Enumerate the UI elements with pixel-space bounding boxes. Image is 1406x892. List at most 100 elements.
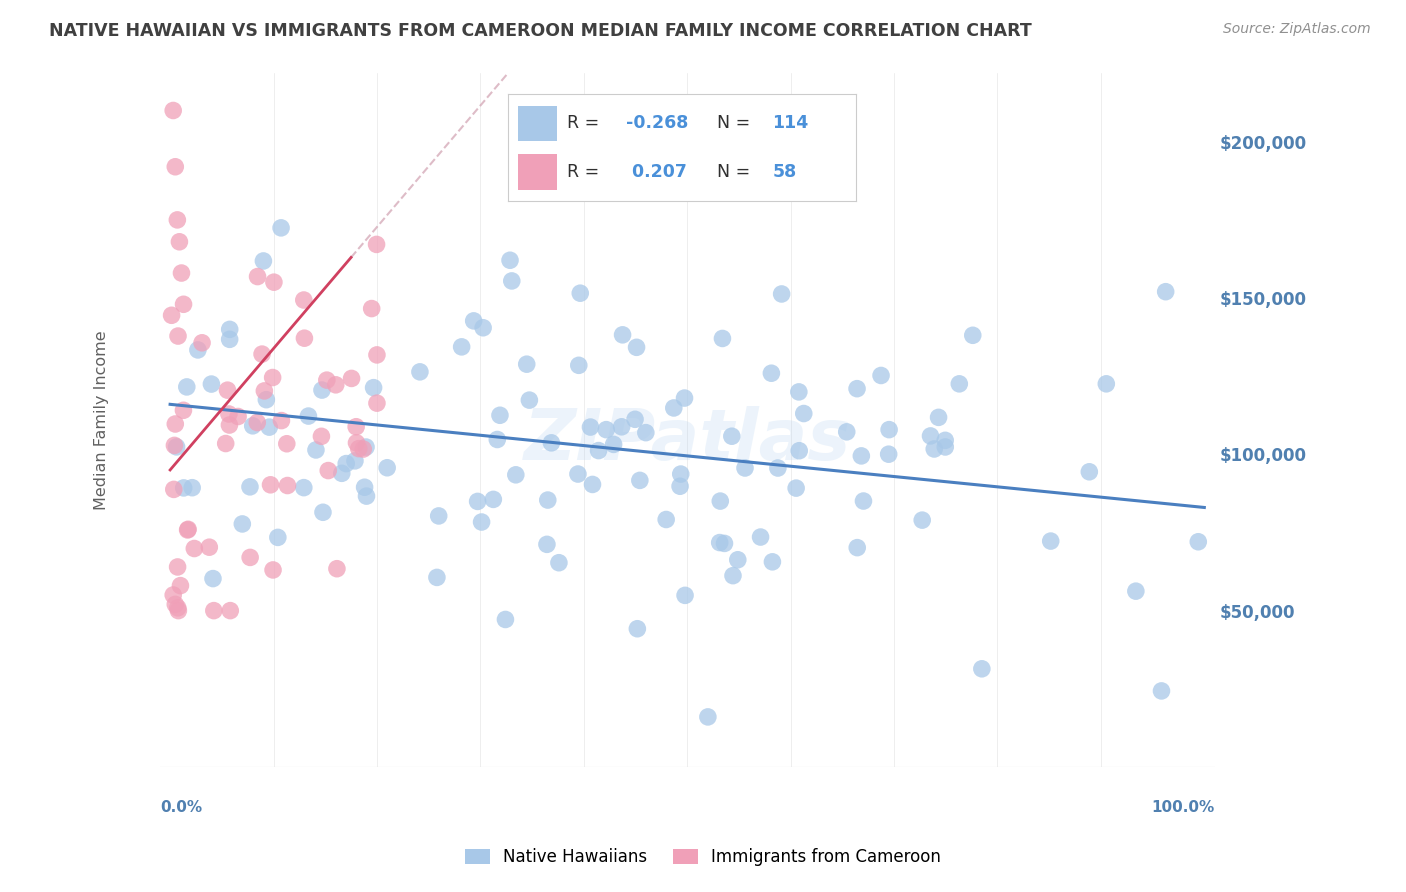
Point: [183, 541, 205, 556]
Point: [727, 553, 749, 567]
Point: [709, 494, 731, 508]
Point: [201, 572, 224, 586]
Point: [928, 410, 950, 425]
Point: [356, 489, 378, 503]
Point: [166, 600, 188, 615]
Point: [344, 419, 367, 434]
Point: [877, 447, 900, 461]
Point: [354, 440, 377, 454]
Point: [626, 340, 648, 354]
Point: [172, 403, 194, 417]
Point: [170, 266, 193, 280]
Point: [217, 383, 239, 397]
Point: [239, 550, 262, 565]
Point: [409, 365, 432, 379]
Point: [262, 563, 284, 577]
Text: ZIPatlas: ZIPatlas: [523, 406, 851, 475]
Point: [366, 237, 388, 252]
Point: [169, 579, 191, 593]
Point: [165, 598, 187, 612]
Point: [852, 494, 875, 508]
Point: [267, 530, 290, 544]
Point: [1078, 465, 1101, 479]
Point: [761, 366, 783, 380]
Point: [343, 454, 366, 468]
Point: [292, 481, 315, 495]
Point: [870, 368, 893, 383]
Point: [962, 328, 984, 343]
Point: [254, 392, 277, 407]
Point: [548, 556, 571, 570]
Point: [218, 407, 240, 421]
Point: [581, 477, 603, 491]
Point: [486, 433, 509, 447]
Point: [499, 253, 522, 268]
Point: [239, 480, 262, 494]
Point: [259, 420, 281, 434]
Point: [165, 160, 187, 174]
Point: [177, 522, 200, 536]
Point: [472, 320, 495, 334]
Point: [259, 478, 281, 492]
Point: [292, 293, 315, 307]
Point: [761, 555, 783, 569]
Point: [187, 343, 209, 357]
Point: [176, 523, 198, 537]
Text: Source: ZipAtlas.com: Source: ZipAtlas.com: [1223, 22, 1371, 37]
Point: [934, 440, 956, 454]
Point: [835, 425, 858, 439]
Point: [347, 442, 370, 456]
Point: [181, 481, 204, 495]
Point: [173, 481, 195, 495]
Point: [366, 396, 388, 410]
Point: [167, 329, 190, 343]
Point: [696, 710, 718, 724]
Point: [934, 434, 956, 448]
Point: [709, 535, 731, 549]
Point: [173, 297, 195, 311]
Point: [450, 340, 472, 354]
Point: [948, 376, 970, 391]
Point: [793, 407, 815, 421]
Point: [253, 384, 276, 398]
Point: [911, 513, 934, 527]
Text: Median Family Income: Median Family Income: [94, 330, 110, 509]
Point: [270, 414, 292, 428]
Point: [353, 480, 375, 494]
Point: [734, 461, 756, 475]
Point: [516, 357, 538, 371]
Point: [846, 382, 869, 396]
Point: [363, 381, 385, 395]
Point: [1125, 584, 1147, 599]
Point: [501, 274, 523, 288]
Point: [785, 481, 807, 495]
Point: [315, 373, 337, 387]
Point: [536, 537, 558, 551]
Point: [494, 612, 516, 626]
Point: [626, 622, 648, 636]
Point: [1150, 684, 1173, 698]
Text: NATIVE HAWAIIAN VS IMMIGRANTS FROM CAMEROON MEDIAN FAMILY INCOME CORRELATION CHA: NATIVE HAWAIIAN VS IMMIGRANTS FROM CAMER…: [49, 22, 1032, 40]
Point: [721, 568, 744, 582]
Point: [787, 443, 810, 458]
Point: [165, 417, 187, 431]
Point: [252, 254, 274, 268]
Text: 0.0%: 0.0%: [160, 800, 202, 815]
Point: [1095, 376, 1118, 391]
Point: [305, 442, 328, 457]
Point: [218, 322, 240, 336]
Point: [167, 604, 190, 618]
Point: [335, 457, 357, 471]
Point: [276, 436, 298, 450]
Point: [471, 515, 494, 529]
Point: [624, 412, 647, 426]
Point: [366, 348, 388, 362]
Point: [655, 512, 678, 526]
Point: [219, 604, 242, 618]
Point: [215, 436, 238, 450]
Point: [325, 377, 347, 392]
Point: [246, 269, 269, 284]
Point: [579, 420, 602, 434]
Point: [311, 383, 333, 397]
Point: [540, 435, 562, 450]
